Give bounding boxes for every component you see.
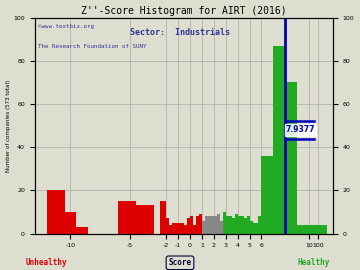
Bar [285,82,297,234]
Bar [226,216,229,234]
Bar [196,216,199,234]
Bar [199,214,202,234]
Bar [297,225,309,234]
Text: The Research Foundation of SUNY: The Research Foundation of SUNY [38,44,146,49]
Bar [261,156,273,234]
Bar [223,212,226,234]
Y-axis label: Number of companies (573 total): Number of companies (573 total) [5,80,10,172]
Text: Score: Score [168,258,192,267]
Bar [172,223,175,234]
Bar [214,216,217,234]
Title: Z''-Score Histogram for AIRT (2016): Z''-Score Histogram for AIRT (2016) [81,6,287,16]
Bar [247,216,249,234]
Bar [252,223,256,234]
Bar [217,214,220,234]
Text: 7.9377: 7.9377 [286,126,315,134]
Bar [208,216,211,234]
Bar [211,216,214,234]
Bar [160,201,166,234]
Bar [193,225,196,234]
Bar [220,221,223,234]
Bar [190,216,193,234]
Bar [309,225,327,234]
Bar [258,216,261,234]
Bar [244,218,247,234]
Bar [229,216,231,234]
Bar [273,46,285,234]
Bar [205,216,208,234]
Text: Sector:  Industrials: Sector: Industrials [130,28,230,37]
Bar [181,223,184,234]
Text: ©www.textbiz.org: ©www.textbiz.org [38,24,94,29]
Bar [238,216,240,234]
Bar [46,190,64,234]
Bar [178,223,181,234]
Bar [169,225,172,234]
Bar [76,227,89,234]
Bar [202,221,205,234]
Bar [118,201,136,234]
Bar [256,223,258,234]
Text: Healthy: Healthy [297,258,329,267]
Bar [249,221,252,234]
Bar [136,205,154,234]
Bar [64,212,76,234]
Bar [187,218,190,234]
Bar [235,214,238,234]
Bar [231,218,235,234]
Bar [240,216,244,234]
Text: Unhealthy: Unhealthy [26,258,68,267]
Bar [175,223,178,234]
Bar [184,225,187,234]
Bar [166,218,169,234]
